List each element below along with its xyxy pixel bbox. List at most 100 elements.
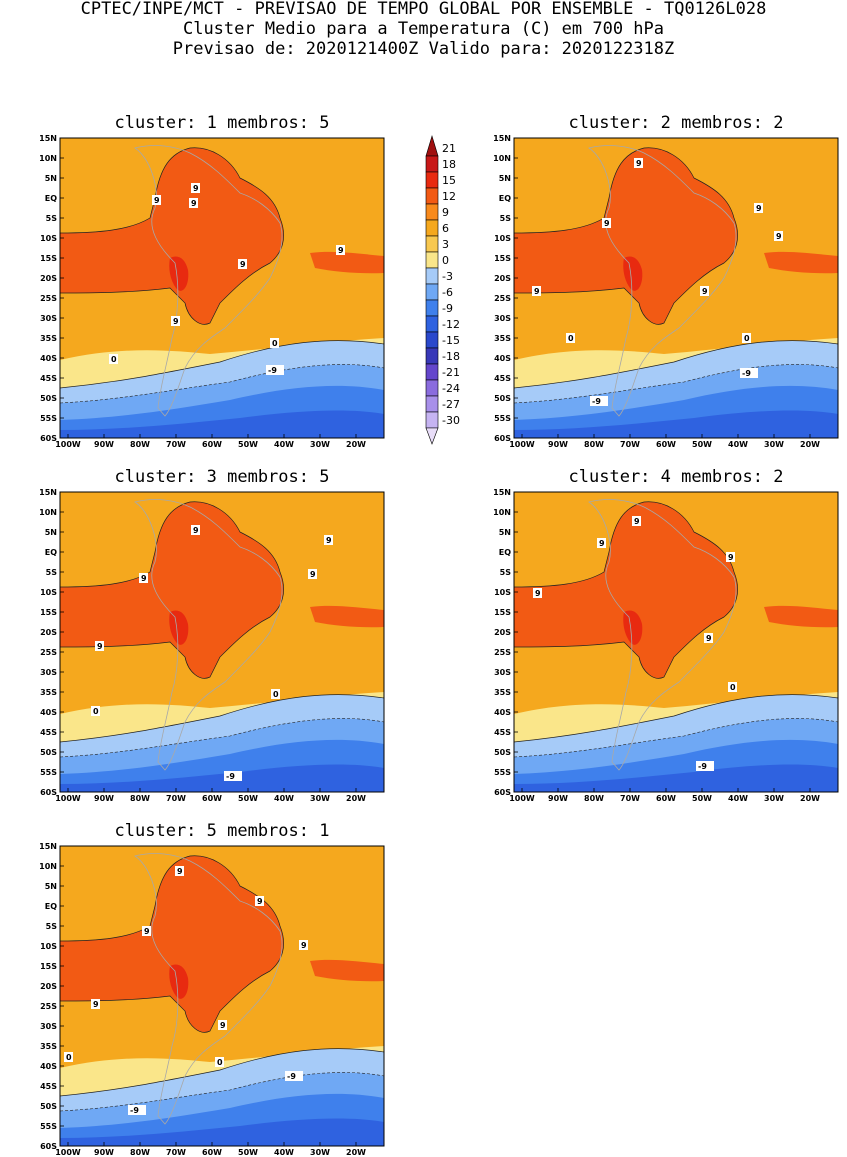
colorbar-swatch: [425, 251, 439, 269]
lon-tick-label: 50W: [238, 440, 258, 449]
lon-tick-label: 30W: [310, 440, 330, 449]
panel-5-label: 9: [257, 897, 263, 906]
colorbar-swatch: [425, 155, 439, 173]
lat-tick-label: 30S: [40, 1022, 57, 1031]
lat-tick-label: 50S: [40, 748, 57, 757]
lon-tick-label: 20W: [800, 794, 820, 803]
lon-tick-label: 80W: [130, 440, 150, 449]
lon-tick-label: 20W: [346, 794, 366, 803]
panel-1-label: 9: [191, 199, 197, 208]
colorbar-level-label: -6: [442, 286, 453, 299]
panel-2-label: 9: [776, 232, 782, 241]
lon-tick-label: 30W: [764, 794, 784, 803]
lat-tick-label: 20S: [40, 274, 57, 283]
panel-5-label: 9: [144, 927, 150, 936]
lat-tick-label: 50S: [40, 1102, 57, 1111]
lat-tick-label: 55S: [40, 414, 57, 423]
lat-tick-label: 60S: [40, 1142, 57, 1151]
lon-tick-label: 90W: [548, 794, 568, 803]
lon-tick-label: 60W: [202, 440, 222, 449]
lat-tick-label: 5N: [45, 882, 57, 891]
colorbar-swatch: [425, 427, 439, 445]
lat-tick-label: 40S: [494, 708, 511, 717]
lat-tick-label: EQ: [45, 548, 57, 557]
lat-tick-label: 5N: [45, 174, 57, 183]
lon-tick-label: 80W: [130, 794, 150, 803]
lon-tick-label: 40W: [274, 794, 294, 803]
lat-tick-label: 10N: [493, 508, 511, 517]
panel-4-label: 9: [706, 634, 712, 643]
colorbar-swatch: [425, 379, 439, 397]
colorbar-swatch: [425, 267, 439, 285]
lat-tick-label: 10S: [40, 588, 57, 597]
lon-tick-label: 90W: [94, 794, 114, 803]
panel-3-map: 9 9 9 9 9 0 0 -9: [59, 491, 385, 793]
lon-tick-label: 100W: [509, 440, 535, 449]
lat-tick-label: 25S: [40, 648, 57, 657]
colorbar-level-label: -24: [442, 382, 460, 395]
lon-tick-label: 80W: [584, 794, 604, 803]
panel-1-label: 9: [338, 246, 344, 255]
lat-tick-label: 40S: [40, 708, 57, 717]
lat-tick-label: EQ: [499, 194, 511, 203]
lon-tick-label: 60W: [202, 794, 222, 803]
lon-tick-label: 100W: [55, 1148, 81, 1157]
colorbar-swatch: [425, 235, 439, 253]
lon-tick-label: 50W: [692, 440, 712, 449]
lat-tick-label: 10N: [39, 154, 57, 163]
panel-5-label: -9: [130, 1106, 139, 1115]
colorbar-level-label: -9: [442, 302, 453, 315]
lat-tick-label: 45S: [40, 374, 57, 383]
header-line-1: CPTEC/INPE/MCT - PREVISAO DE TEMPO GLOBA…: [80, 0, 767, 19]
header-line-3: Previsao de: 2020121400Z Valido para: 20…: [172, 39, 675, 59]
lat-tick-label: 15S: [494, 608, 511, 617]
panel-4-map: 9 9 9 9 9 0 -9: [513, 491, 839, 793]
lat-tick-label: 30S: [40, 314, 57, 323]
lon-tick-label: 50W: [238, 794, 258, 803]
lat-tick-label: 35S: [40, 688, 57, 697]
lat-tick-label: 35S: [40, 1042, 57, 1051]
lat-tick-label: 5N: [45, 528, 57, 537]
panel-4-label: 9: [728, 553, 734, 562]
panel-5-label: 9: [220, 1021, 226, 1030]
header-line-2: Cluster Medio para a Temperatura (C) em …: [182, 19, 665, 39]
panel-3-label: 9: [141, 574, 147, 583]
panel-5-title: cluster: 5 membros: 1: [114, 821, 330, 841]
colorbar-level-label: -18: [442, 350, 460, 363]
lon-tick-label: 30W: [764, 440, 784, 449]
panel-4-label: 9: [535, 589, 541, 598]
lat-tick-label: 40S: [494, 354, 511, 363]
colorbar-level-label: 0: [442, 254, 449, 267]
lat-tick-label: 40S: [40, 354, 57, 363]
panel-5-label: -9: [287, 1072, 296, 1081]
colorbar-swatch: [425, 315, 439, 333]
lon-tick-label: 30W: [310, 1148, 330, 1157]
colorbar-level-label: -3: [442, 270, 453, 283]
lon-tick-label: 100W: [55, 794, 81, 803]
lon-tick-label: 70W: [620, 794, 640, 803]
lon-tick-label: 80W: [584, 440, 604, 449]
panel-2-label: 9: [636, 159, 642, 168]
panel-5-map: 9 9 9 9 9 9 0 0 -9 -9: [59, 845, 385, 1147]
colorbar-level-label: 6: [442, 222, 449, 235]
panel-3-label: 9: [193, 526, 199, 535]
lon-tick-label: 90W: [548, 440, 568, 449]
panel-1-label: -9: [268, 366, 277, 375]
lat-tick-label: 35S: [40, 334, 57, 343]
panel-1-label: 9: [193, 184, 199, 193]
colorbar-swatch: [425, 299, 439, 317]
lat-tick-label: 10N: [39, 508, 57, 517]
colorbar-level-label: 12: [442, 190, 456, 203]
lat-tick-label: 15S: [40, 608, 57, 617]
panel-3-label: 9: [97, 642, 103, 651]
lat-tick-label: 55S: [494, 768, 511, 777]
panel-1-label: 9: [240, 260, 246, 269]
panel-2-label: 0: [568, 334, 574, 343]
panel-4-label: 9: [599, 539, 605, 548]
lat-tick-label: 35S: [494, 688, 511, 697]
colorbar-swatch: [425, 363, 439, 381]
lon-tick-label: 90W: [94, 440, 114, 449]
colorbar-swatch: [425, 203, 439, 221]
colorbar-level-label: -15: [442, 334, 460, 347]
